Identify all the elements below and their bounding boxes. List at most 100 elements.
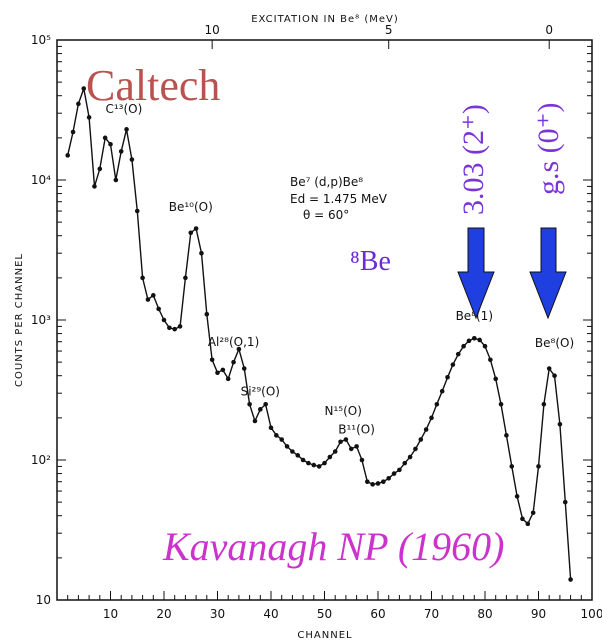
data-point <box>209 357 215 363</box>
reaction-line-3: θ = 60° <box>303 208 349 222</box>
data-point <box>482 343 488 349</box>
data-point <box>455 351 461 357</box>
data-point <box>167 325 172 331</box>
data-point <box>215 370 220 376</box>
data-point <box>332 449 338 454</box>
data-point <box>530 510 536 516</box>
data-point <box>102 135 108 141</box>
data-point <box>81 86 87 91</box>
reaction-line-2: Ed = 1.475 MeV <box>290 192 388 206</box>
data-point <box>290 449 295 454</box>
y-tick-label: 10³ <box>31 313 51 327</box>
peak-label: B¹¹(O) <box>338 422 375 436</box>
data-point <box>263 401 268 407</box>
data-point <box>407 454 413 460</box>
data-point <box>241 366 247 371</box>
data-point <box>220 367 226 373</box>
peak-labels: C¹³(O) Be¹⁰(O) Al²⁸(O,1) Si²⁹(O) N¹⁵(O) B¹¹(O… <box>105 102 574 436</box>
data-point <box>568 577 573 582</box>
y-axis-title: COUNTS PER CHANNEL <box>14 253 25 387</box>
data-point <box>439 388 445 394</box>
data-point <box>161 317 167 323</box>
data-point <box>124 127 129 132</box>
peak-label: Si²⁹(O) <box>241 384 280 398</box>
data-point <box>140 275 145 281</box>
top-tick-label: 10 <box>205 23 220 37</box>
top-tick-labels: 10 5 0 <box>205 23 554 37</box>
peak-label: Be⁸(O) <box>535 336 574 350</box>
top-tick-label: 0 <box>545 23 553 37</box>
data-point <box>300 457 306 463</box>
data-point <box>284 444 290 449</box>
data-point <box>472 336 477 341</box>
data-point <box>97 166 103 172</box>
data-point <box>429 415 434 421</box>
axis-ticks <box>57 40 592 601</box>
data-point <box>225 376 231 382</box>
data-point <box>365 479 370 484</box>
data-point <box>504 433 509 438</box>
y-tick-label: 10² <box>31 453 51 467</box>
data-point <box>274 433 279 438</box>
data-point <box>322 460 327 466</box>
x-tick-label: 80 <box>477 607 492 621</box>
data-point <box>295 453 301 458</box>
data-point <box>172 326 177 332</box>
data-point <box>493 376 499 382</box>
x-tick-label: 70 <box>424 607 439 621</box>
data-point <box>118 149 124 154</box>
data-point <box>204 311 210 317</box>
data-point <box>348 446 354 452</box>
data-point <box>338 439 343 445</box>
x-tick-label: 30 <box>210 607 225 621</box>
data-point <box>477 337 482 343</box>
arrow-down-icon <box>457 227 495 320</box>
data-point <box>145 297 151 302</box>
top-axis-title: EXCITATION IN Be⁸ (MeV) <box>251 14 399 25</box>
data-point <box>450 362 456 367</box>
y-tick-labels: 10 10² 10³ 10⁴ 10⁵ <box>31 33 51 607</box>
data-point <box>247 401 252 407</box>
data-point <box>402 460 408 466</box>
data-point <box>193 226 199 231</box>
peak-label: C¹³(O) <box>105 102 142 116</box>
fit-curve <box>67 85 572 580</box>
peak-label: Be¹⁰(O) <box>169 200 213 214</box>
data-point <box>509 464 515 469</box>
x-tick-label: 50 <box>317 607 332 621</box>
data-point <box>306 460 311 466</box>
data-point <box>327 454 333 460</box>
data-point <box>445 374 450 380</box>
data-point <box>268 425 274 431</box>
top-tick-label: 5 <box>385 23 393 37</box>
x-tick-labels: 10 20 30 40 50 60 70 80 90 100 <box>103 607 602 621</box>
data-point <box>552 373 557 379</box>
data-point <box>108 141 113 147</box>
data-point <box>86 115 92 120</box>
data-point <box>76 101 81 107</box>
data-point <box>520 516 525 522</box>
data-point <box>311 462 317 468</box>
data-point <box>177 324 183 329</box>
data-point <box>391 471 397 476</box>
data-point <box>129 157 135 162</box>
x-tick-label: 90 <box>531 607 546 621</box>
data-point <box>562 499 568 505</box>
data-point <box>466 338 472 344</box>
data-point <box>557 421 563 427</box>
data-point <box>258 407 263 412</box>
data-point <box>70 129 76 135</box>
y-tick-label: 10⁴ <box>31 173 51 187</box>
data-point <box>381 479 386 484</box>
y-tick-label: 10 <box>36 593 51 607</box>
data-point <box>461 343 466 349</box>
x-tick-label: 10 <box>103 607 118 621</box>
data-point <box>188 230 194 236</box>
data-point <box>156 306 161 312</box>
data-point <box>546 366 552 371</box>
data-point <box>65 153 70 158</box>
data-point <box>541 401 547 407</box>
data-point <box>151 293 156 298</box>
level-label-2: g.s (0⁺) <box>532 103 565 196</box>
